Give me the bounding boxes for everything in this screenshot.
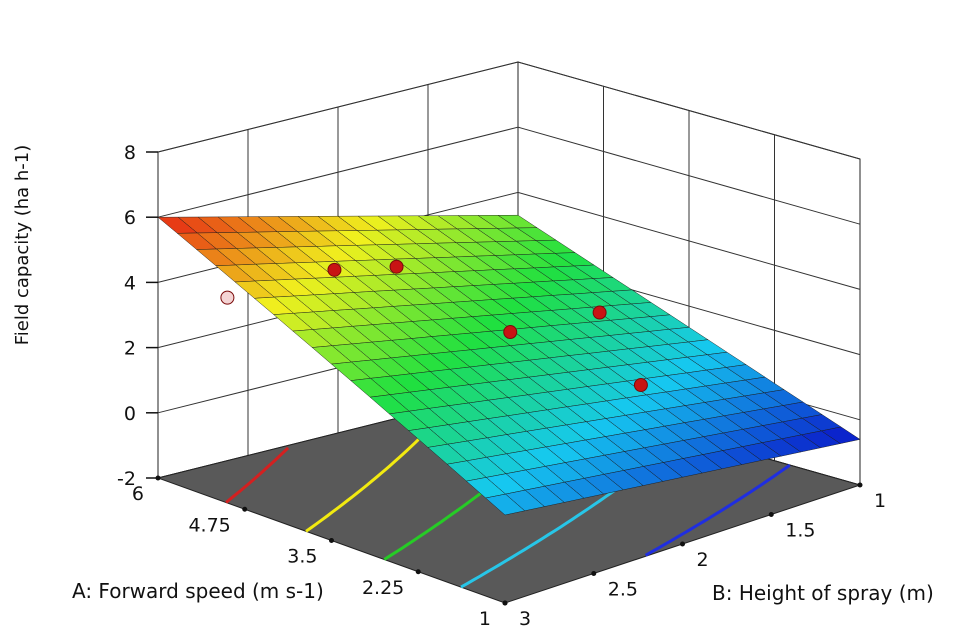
design-point	[503, 325, 518, 340]
z-tick-label: 2	[124, 338, 136, 360]
b-tick-mark	[768, 512, 774, 517]
z-tick-label: 8	[124, 142, 136, 164]
z-tick-label: 6	[124, 207, 136, 229]
b-tick-label: 2.5	[608, 579, 638, 601]
a-tick-label: 4.75	[188, 514, 230, 536]
design-point	[633, 378, 648, 393]
z-tick-label: 0	[124, 403, 136, 425]
a-tick-mark	[329, 538, 334, 543]
a-tick-label: 3.5	[287, 546, 317, 568]
b-tick-label: 1	[874, 490, 886, 512]
a-tick-label: 6	[132, 483, 144, 505]
x-axis-title: A: Forward speed (m s-1)	[72, 579, 324, 603]
z-axis-title: Field capacity (ha h-1)	[12, 145, 33, 346]
b-tick-mark	[591, 571, 597, 576]
contour-blue	[644, 463, 791, 557]
b-tick-mark	[857, 482, 863, 488]
z-gridline	[157, 126, 861, 225]
z-tick-label: -2	[117, 468, 136, 490]
b-tick-mark	[502, 600, 508, 606]
z-tick-label: 4	[124, 272, 136, 294]
b-tick-label: 1.5	[785, 520, 815, 542]
design-point	[592, 305, 607, 320]
contour-red	[225, 446, 290, 504]
design-point	[220, 290, 235, 305]
b-tick-label: 2	[697, 549, 709, 571]
a-tick-mark	[155, 475, 161, 481]
b-tick-label: 3	[519, 608, 531, 630]
b-tick-mark	[680, 541, 685, 547]
a-tick-label: 2.25	[362, 577, 404, 599]
y-axis-title: B: Height of spray (m)	[712, 581, 934, 605]
design-point	[327, 262, 342, 277]
surface-cell	[485, 493, 526, 516]
z-gridline	[157, 61, 861, 160]
design-point	[389, 259, 404, 274]
a-tick-mark	[415, 569, 421, 575]
a-tick-label: 1	[479, 608, 491, 630]
design-points-above	[327, 259, 648, 393]
a-tick-mark	[242, 506, 248, 512]
axis-labels: Field capacity (ha h-1) A: Forward speed …	[12, 145, 934, 605]
